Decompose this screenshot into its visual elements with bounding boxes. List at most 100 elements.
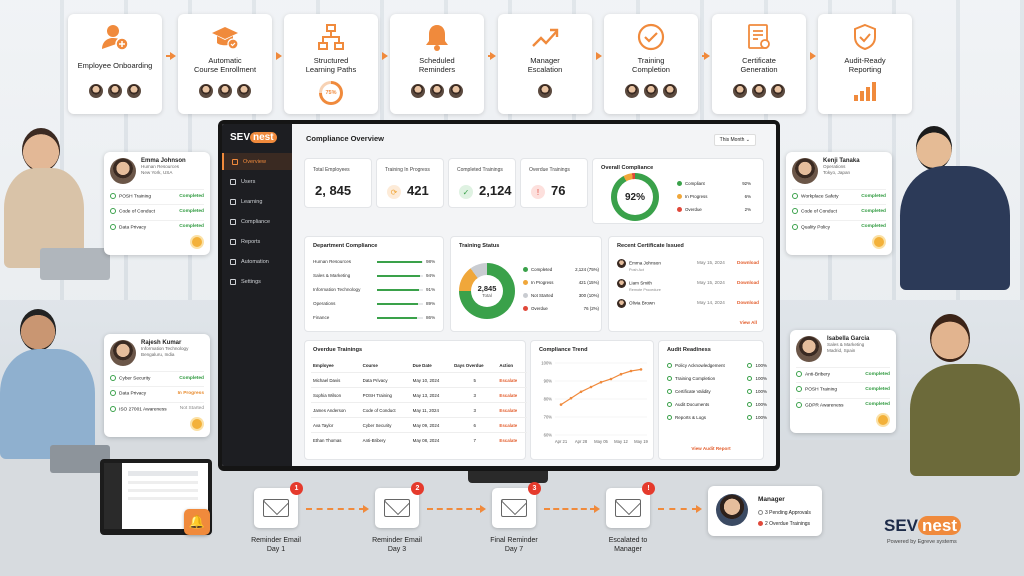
course-name: POSH Training [110,193,151,199]
escalate-button[interactable]: Escalate [497,432,527,447]
department-bar [377,317,417,319]
automation-icon [230,258,236,265]
kpi-label: Overdue Trainings [529,167,570,173]
course-row: Quality Policy Completed [792,219,886,230]
nav-overview[interactable]: Overview [222,153,292,170]
dashboard-screen: SEV nest Overview Users Learning Compliance R… [222,124,776,466]
reminder-label: Escalated to Manager [608,537,648,553]
page-title: Compliance Overview [306,134,384,143]
profile-location: Bengaluru, India [141,352,175,357]
escalate-button[interactable]: Escalate [497,402,527,418]
course-name: GDPR Awareness [796,401,844,408]
reminder-step-2[interactable]: 2 [375,482,424,528]
course-label: Data Privacy [119,224,147,230]
flow-step-8[interactable]: Audit-Ready Reporting [818,14,912,114]
download-link[interactable]: Download [737,300,759,305]
escalate-button[interactable]: Escalate [497,372,527,388]
nav-settings[interactable]: Settings [222,273,292,290]
department-compliance-panel: Department Compliance Human Resources 98%… [304,236,444,332]
bell-icon[interactable]: 🔔 [184,509,210,535]
avatar [617,299,626,308]
nav-automation[interactable]: Automation [222,253,292,270]
course-status: Not Started [179,406,204,412]
legend-dot [677,181,682,187]
department-bar [377,289,419,291]
department-row: Human Resources 98% [313,259,435,264]
profile-card: Kenji Tanaka Operations Tokyo, Japan Workpl… [786,152,892,255]
training-total-value: 2,845 [477,284,497,293]
legend-value: 92% [742,181,751,186]
legend-label: Overdue [685,207,702,212]
course-name: Workplace Safety [792,193,839,199]
audit-label: Certificate Validity [675,389,711,394]
check-icon [110,405,116,412]
flow-step-3[interactable]: Structured Learning Paths 75% [284,14,378,114]
course-row: POSH Training Completed [796,382,890,393]
legend-dot [523,306,528,312]
training-total-label: Total [482,293,492,298]
progress-label: 75% [322,84,340,102]
nav-compliance[interactable]: Compliance [222,213,292,230]
certificate-course: Posh Act [629,268,644,272]
check-icon [747,389,753,395]
course-status: Completed [861,224,886,230]
profile-header: Kenji Tanaka Operations Tokyo, Japan [792,158,886,184]
flow-step-label: Audit-Ready Reporting [844,56,886,74]
flow-step-6[interactable]: Training Completion [604,14,698,114]
shield-check-icon [850,22,880,52]
flow-step-1[interactable]: Employee Onboarding [68,14,162,114]
audit-readiness-title: Audit Readiness [667,347,711,353]
view-audit-report-link[interactable]: View Audit Report [691,446,731,451]
flow-step-4[interactable]: Scheduled Reminders [390,14,484,114]
certificate-date: May 14, 2024 [697,300,725,305]
profile-card: Isabella Garcia Sales & Marketing Madrid, … [790,330,896,433]
app-logo[interactable]: SEV nest [230,132,292,143]
escalate-button[interactable]: Escalate [497,417,527,433]
reminder-step-3[interactable]: 3 [492,482,541,528]
department-name: Finance [313,315,330,320]
escalate-button[interactable]: Escalate [497,387,527,403]
legend-dot [523,267,528,273]
course-name: Cyber Security [110,375,150,381]
table-cell: May 13, 2024 [410,387,453,403]
avatar [617,279,626,288]
nav-reports[interactable]: Reports [222,233,292,250]
person-kenji-photo [896,120,1024,300]
flow-step-2[interactable]: Automatic Course Enrollment [178,14,272,114]
kpi-value: 421 [407,183,429,198]
table-cell: May 09, 2024 [410,417,453,433]
trend-point [569,396,573,400]
certificate-name: Emma Johnson [629,260,661,266]
manager-title: Manager [758,496,785,503]
view-all-link[interactable]: View All [739,320,757,325]
table-cell: 3 [452,387,498,403]
flow-step-7[interactable]: Certificate Generation [712,14,806,114]
flow-step-5[interactable]: Manager Escalation [498,14,592,114]
audit-row: Certificate Validity 100% [667,389,767,395]
person-isabella-photo [896,312,1024,482]
trend-point [629,369,633,373]
nav-learning[interactable]: Learning [222,193,292,210]
check-icon [110,193,116,199]
profile-info: Emma Johnson Human Resources New York, USA [141,158,186,176]
nav-label: Automation [241,258,269,265]
x-tick-label: May 12 [614,439,628,444]
reminder-step-4[interactable]: ! [606,482,655,528]
audit-value: 100% [747,376,767,382]
audit-pct: 100% [755,363,767,368]
table-row: James Anderson Code of Conduct May 11, 202… [311,402,527,418]
hierarchy-icon [316,22,346,52]
course-row: Workplace Safety Completed [792,189,886,199]
reminder-step-1[interactable]: 1 [254,482,303,528]
avatar [217,83,233,99]
nav-users[interactable]: Users [222,173,292,190]
profile-header: Rajesh Kumar Information Technology Bengal… [110,340,204,366]
trend-up-icon [530,22,560,52]
course-label: Anti-Bribery [805,372,831,378]
download-link[interactable]: Download [737,260,759,265]
kpi-3: Completed Trainings ✓ 2,124 [448,158,516,208]
check-icon [110,223,116,230]
download-link[interactable]: Download [737,280,759,285]
period-select[interactable]: This Month ⌄ [713,134,756,146]
table-cell: May 11, 2024 [410,402,453,418]
